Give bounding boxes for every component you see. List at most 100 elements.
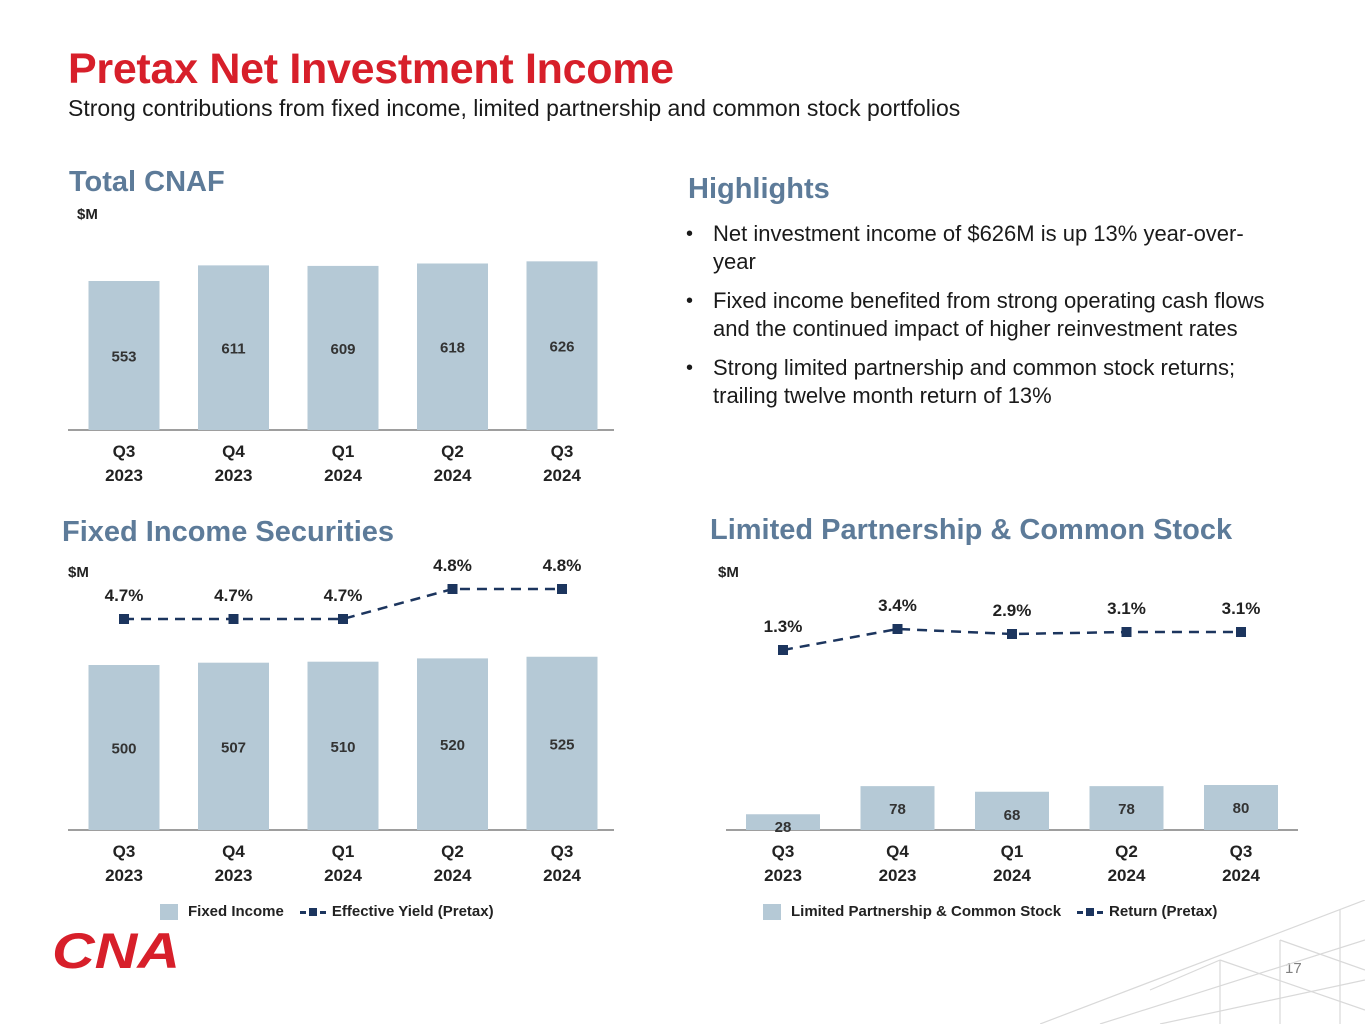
x-tick-label: 2023	[215, 866, 253, 885]
line-data-label: 4.8%	[433, 556, 472, 575]
cna-logo: CNA	[52, 928, 180, 972]
x-tick-label: 2023	[105, 466, 143, 485]
x-tick-label: 2024	[324, 466, 362, 485]
bar	[88, 281, 160, 430]
x-tick-label: 2024	[543, 466, 581, 485]
bar	[1204, 785, 1278, 830]
lp-chart-unit: $M	[718, 564, 739, 581]
line-data-label: 3.1%	[1107, 599, 1146, 618]
line-series	[124, 587, 562, 621]
x-tick-label: Q3	[1230, 842, 1253, 861]
x-tick-label: Q3	[113, 842, 136, 861]
line-marker	[778, 645, 788, 655]
bar-data-label: 520	[440, 737, 465, 754]
legend-line-key-icon	[1077, 904, 1104, 920]
legend-bar-label: Limited Partnership & Common Stock	[791, 903, 1062, 920]
line-marker	[1121, 627, 1132, 637]
x-tick-label: Q1	[332, 842, 355, 861]
bar	[526, 656, 598, 830]
x-tick-label: Q3	[113, 442, 136, 461]
line-data-label: 4.7%	[324, 586, 363, 605]
bar	[198, 265, 269, 430]
line-data-label: 4.7%	[105, 586, 144, 605]
line-data-label: 4.7%	[214, 586, 253, 605]
bar-data-label: 618	[440, 340, 465, 357]
fixed-income-chart-unit: $M	[68, 564, 89, 581]
line-marker	[892, 624, 903, 634]
x-tick-label: 2023	[105, 866, 143, 885]
x-tick-label: Q3	[772, 842, 795, 861]
bar	[975, 791, 1049, 830]
bar-data-label: 68	[1004, 807, 1021, 824]
bar-data-label: 78	[889, 801, 906, 818]
bar	[526, 261, 598, 430]
lp-legend: Limited Partnership & Common Stock Retur…	[763, 903, 1217, 920]
x-tick-label: Q3	[551, 842, 574, 861]
bullet-icon: •	[686, 357, 694, 379]
decorative-lines	[1040, 900, 1365, 1024]
fixed-income-legend: Fixed Income Effective Yield (Pretax)	[160, 903, 494, 920]
bar-data-label: 553	[111, 349, 136, 366]
total-chart-unit: $M	[77, 206, 98, 223]
line-marker	[338, 614, 348, 624]
x-tick-label: Q1	[1001, 842, 1024, 861]
bar	[746, 814, 820, 830]
page-subtitle: Strong contributions from fixed income, …	[68, 95, 961, 121]
legend-line-label: Effective Yield (Pretax)	[331, 903, 494, 920]
bar-data-label: 525	[549, 736, 574, 753]
bar	[307, 265, 379, 430]
line-marker	[447, 584, 458, 594]
x-tick-label: Q2	[441, 842, 464, 861]
x-tick-label: 2023	[879, 866, 917, 885]
line-data-label: 4.8%	[543, 556, 582, 575]
x-tick-label: 2024	[434, 866, 472, 885]
highlights-title: Highlights	[688, 173, 830, 205]
bar-data-label: 611	[221, 341, 245, 358]
legend-bar-label: Fixed Income	[188, 903, 284, 920]
x-tick-label: 2024	[324, 866, 362, 885]
line-marker	[557, 584, 567, 594]
x-tick-label: 2024	[543, 866, 581, 885]
x-tick-label: 2023	[764, 866, 802, 885]
fixed-income-chart-title: Fixed Income Securities	[62, 516, 395, 548]
x-tick-label: Q4	[222, 842, 245, 861]
legend-line-key-icon	[299, 904, 326, 920]
bar	[417, 658, 488, 830]
bar	[417, 263, 488, 430]
highlight-item: • Fixed income benefited from strong oper…	[686, 288, 1265, 341]
page-title: Pretax Net Investment Income	[68, 45, 674, 93]
bar	[198, 662, 269, 830]
bar-data-label: 500	[111, 741, 136, 758]
bullet-icon: •	[686, 223, 694, 245]
x-tick-label: Q2	[1115, 842, 1138, 861]
bar-data-label: 510	[330, 739, 355, 756]
x-tick-label: Q4	[886, 842, 909, 861]
line-data-label: 3.1%	[1222, 599, 1261, 618]
x-tick-label: 2023	[215, 466, 253, 485]
logo-text: CNA	[52, 928, 180, 972]
bar-data-label: 507	[221, 739, 246, 756]
bar	[1089, 786, 1164, 830]
bar-data-label: 78	[1118, 801, 1135, 818]
line-marker	[119, 614, 129, 624]
line-data-label: 1.3%	[764, 617, 803, 636]
x-tick-label: 2024	[434, 466, 472, 485]
legend-line-label: Return (Pretax)	[1109, 903, 1218, 920]
highlight-item: • Net investment income of $626M is up 13…	[686, 221, 1244, 274]
bar-data-label: 80	[1233, 800, 1250, 817]
bar-data-label: 609	[330, 341, 355, 358]
x-tick-label: Q3	[551, 442, 574, 461]
bar	[88, 665, 160, 830]
lp-chart-title: Limited Partnership & Common Stock	[710, 514, 1233, 546]
line-marker	[1007, 629, 1017, 639]
x-tick-label: 2024	[1222, 866, 1260, 885]
legend-bar-swatch	[763, 903, 781, 920]
bar-data-label: 626	[549, 339, 574, 356]
x-tick-label: Q1	[332, 442, 355, 461]
highlight-item: • Strong limited partnership and common s…	[686, 355, 1236, 408]
line-series	[782, 627, 1241, 652]
